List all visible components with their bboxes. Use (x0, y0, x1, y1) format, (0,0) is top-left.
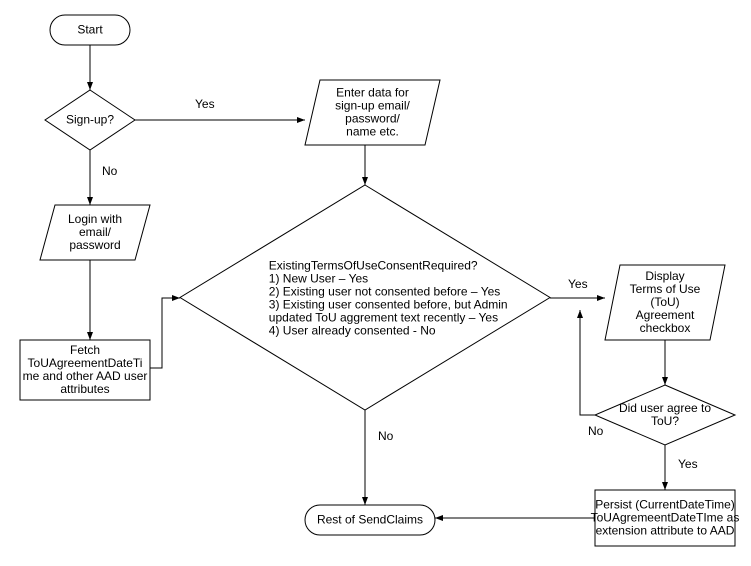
node-persist-line2: extension attribute to AAD (596, 524, 735, 538)
node-consent-line1: 1) New User – Yes (269, 272, 368, 286)
edge-1-label: Yes (195, 97, 215, 111)
node-agree: Did user agree toToU? (595, 385, 735, 445)
node-fetch: FetchToUAgreementDateTime and other AAD … (20, 340, 150, 400)
node-login-line1: email/ (79, 225, 112, 239)
node-start: Start (50, 15, 130, 45)
node-agree-line0: Did user agree to (619, 401, 711, 415)
node-login: Login withemail/password (40, 205, 150, 260)
node-enter-line1: sign-up email/ (335, 99, 410, 113)
edge-5 (150, 298, 180, 368)
node-display-line2: (ToU) (650, 295, 679, 309)
edge-6-label: No (378, 429, 394, 443)
node-display-line1: Terms of Use (630, 282, 701, 296)
edge-2-label: No (102, 164, 118, 178)
node-consent-line5: 4) User already consented - No (269, 324, 436, 338)
node-signup-line0: Sign-up? (66, 113, 114, 127)
node-consent-line2: 2) Existing user not consented before – … (269, 285, 501, 299)
node-enter-line0: Enter data for (336, 86, 409, 100)
edge-9 (580, 310, 595, 415)
node-persist: Persist (CurrentDateTime)ToUAgremeentDat… (591, 490, 740, 546)
node-enter-line3: name etc. (346, 125, 399, 139)
edge-7-label: Yes (568, 277, 588, 291)
node-display-line0: Display (645, 269, 684, 283)
edge-9-label: No (588, 424, 604, 438)
node-rest: Rest of SendClaims (305, 505, 435, 535)
node-consent-line3: 3) Existing user consented before, but A… (269, 298, 508, 312)
node-fetch-line0: Fetch (70, 343, 100, 357)
node-display-line3: Agreement (636, 308, 695, 322)
node-login-line0: Login with (68, 212, 122, 226)
node-signup: Sign-up? (45, 90, 135, 150)
node-agree-line1: ToU? (651, 414, 679, 428)
node-fetch-line3: attributes (60, 382, 109, 396)
edge-10-label: Yes (678, 457, 698, 471)
node-display-line4: checkbox (640, 321, 691, 335)
node-consent: ExistingTermsOfUseConsentRequired?1) New… (180, 185, 550, 410)
node-start-line0: Start (77, 23, 103, 37)
node-enter: Enter data forsign-up email/password/nam… (305, 80, 440, 145)
node-display: DisplayTerms of Use(ToU)Agreementcheckbo… (605, 265, 725, 340)
node-consent-line0: ExistingTermsOfUseConsentRequired? (269, 259, 478, 273)
node-rest-line0: Rest of SendClaims (317, 513, 423, 527)
node-login-line2: password (69, 238, 120, 252)
node-fetch-line2: me and other AAD user (23, 369, 148, 383)
node-enter-line2: password/ (345, 112, 400, 126)
node-fetch-line1: ToUAgreementDateTi (28, 356, 143, 370)
node-persist-line1: ToUAgremeentDateTIme as (591, 511, 740, 525)
node-consent-line4: updated ToU aggrement text recently – Ye… (269, 311, 498, 325)
node-persist-line0: Persist (CurrentDateTime) (595, 498, 735, 512)
